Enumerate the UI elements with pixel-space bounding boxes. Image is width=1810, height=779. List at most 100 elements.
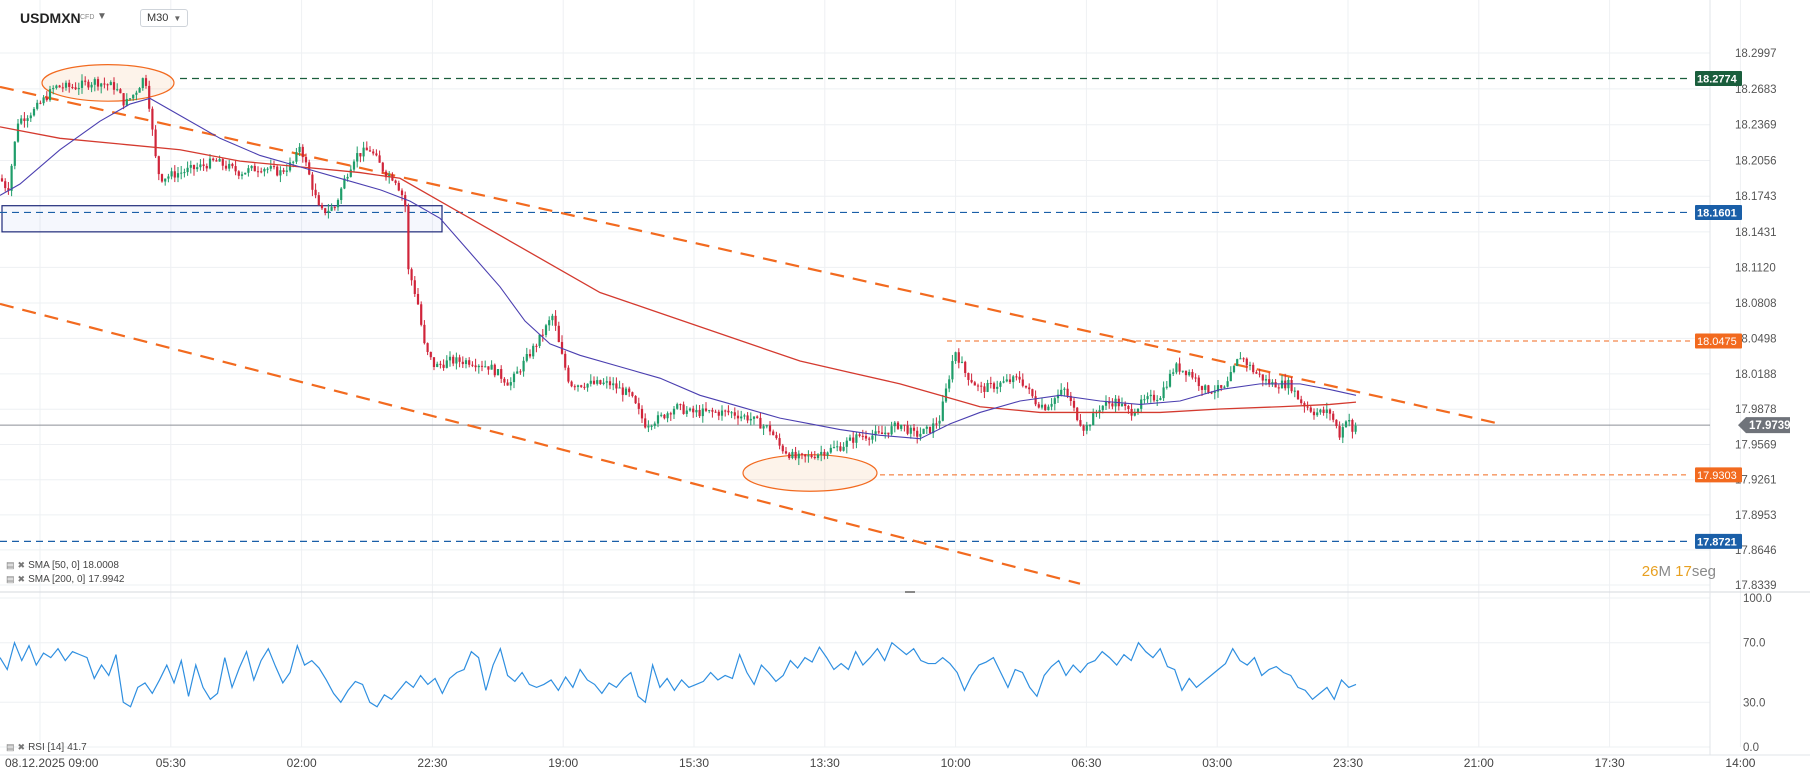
candle-body	[23, 118, 26, 121]
candle-body	[269, 166, 272, 169]
sma50-label: SMA [50, 0]	[28, 560, 80, 571]
candle-body	[1056, 394, 1060, 399]
timeframe-select[interactable]: M30 ▼	[140, 9, 189, 27]
candle-body	[612, 383, 615, 386]
time-axis-label: 22:30	[417, 756, 447, 770]
candle-body	[189, 165, 192, 168]
candle-body	[1255, 372, 1258, 374]
close-icon[interactable]: ✖	[17, 742, 26, 752]
candle-body	[663, 414, 666, 419]
candle-body	[295, 152, 298, 162]
candle-body	[733, 412, 736, 416]
legend-sma200[interactable]: ▤ ✖ SMA [200, 0] 17.9942	[6, 574, 124, 585]
candle-body	[887, 432, 890, 435]
candle-body	[743, 415, 746, 417]
rsi-axis-label: 100.0	[1743, 593, 1772, 605]
candle-body	[218, 159, 221, 162]
price-axis-label: 18.0188	[1735, 369, 1777, 381]
candle-body	[343, 178, 346, 189]
candle-body	[285, 170, 288, 172]
settings-icon[interactable]: ▤	[6, 742, 15, 752]
settings-icon[interactable]: ▤	[6, 560, 15, 570]
candle-body	[928, 426, 932, 434]
candle-body	[58, 85, 61, 88]
candle-body	[912, 427, 916, 431]
candle-body	[1063, 388, 1066, 390]
candle-body	[1085, 425, 1088, 431]
candle-body	[292, 161, 295, 163]
candle-body	[372, 151, 375, 154]
candle-body	[416, 293, 420, 305]
legend-rsi[interactable]: ▤ ✖ RSI [14] 41.7	[6, 742, 87, 753]
candle-body	[452, 356, 455, 364]
candle-body	[314, 189, 317, 196]
candle-body	[1111, 403, 1114, 407]
candle-body	[525, 354, 528, 361]
candle-body	[138, 88, 141, 93]
candle-body	[564, 353, 567, 368]
close-icon[interactable]: ✖	[17, 574, 26, 584]
candle-body	[1220, 385, 1223, 388]
candle-body	[1088, 425, 1092, 427]
candle-body	[1047, 406, 1050, 411]
candle-body	[1037, 404, 1040, 408]
price-axis-label: 17.8646	[1735, 545, 1777, 557]
candle-body	[1162, 387, 1165, 399]
candle-body	[484, 366, 487, 368]
legend-sma50[interactable]: ▤ ✖ SMA [50, 0] 18.0008	[6, 560, 119, 571]
candle-body	[141, 78, 144, 89]
candle-body	[695, 410, 698, 413]
candle-body	[1050, 403, 1053, 407]
candle-body	[960, 361, 964, 363]
time-axis-label: 19:00	[548, 756, 578, 770]
chart-toolbar: USDMXN CFD ▼ M30 ▼	[0, 0, 1810, 36]
candle-body	[1341, 427, 1344, 438]
candle-body	[1268, 379, 1271, 385]
candle-body	[970, 379, 973, 383]
current-price-label: 17.9739	[1749, 420, 1791, 432]
candle-body	[935, 423, 938, 425]
candle-body	[688, 408, 692, 411]
candle-body	[1296, 390, 1300, 400]
candle-body	[407, 206, 410, 270]
candle-body	[919, 433, 922, 437]
candle-body	[1207, 385, 1210, 393]
candle-body	[1188, 371, 1191, 376]
candle-body	[1040, 404, 1044, 408]
candle-body	[778, 438, 781, 446]
time-axis-label: 14:00	[1725, 756, 1755, 770]
sma200-label: SMA [200, 0]	[28, 574, 86, 585]
candle-body	[333, 207, 336, 209]
price-axis-label: 18.0808	[1735, 298, 1777, 310]
settings-icon[interactable]: ▤	[6, 574, 15, 584]
candle-body	[1053, 398, 1056, 404]
candle-body	[848, 437, 852, 441]
candle-body	[964, 361, 967, 373]
candle-body	[916, 430, 919, 437]
candle-body	[29, 115, 32, 119]
price-level-badge-label: 17.9303	[1697, 470, 1737, 482]
candle-body	[1194, 377, 1197, 379]
candle-body	[298, 146, 301, 153]
candle-body	[1293, 390, 1296, 392]
candle-body	[80, 80, 84, 88]
candle-body	[266, 168, 269, 170]
candle-body	[404, 195, 407, 207]
candle-body	[1325, 409, 1328, 413]
candle-body	[74, 87, 77, 90]
candle-body	[388, 174, 391, 178]
candle-body	[1200, 386, 1204, 390]
candle-body	[157, 156, 160, 175]
close-icon[interactable]: ✖	[17, 560, 26, 570]
symbol-dropdown-chevron-down-icon[interactable]: ▼	[97, 11, 107, 22]
candle-body	[813, 456, 816, 459]
candle-body	[503, 378, 506, 383]
candle-body	[736, 415, 740, 419]
price-level-badge-label: 18.2774	[1697, 73, 1738, 85]
candle-body	[519, 371, 522, 373]
symbol-name[interactable]: USDMXN	[20, 10, 81, 26]
candle-body	[672, 408, 676, 415]
rsi-value: 41.7	[67, 742, 87, 753]
candles-group	[0, 74, 1357, 466]
